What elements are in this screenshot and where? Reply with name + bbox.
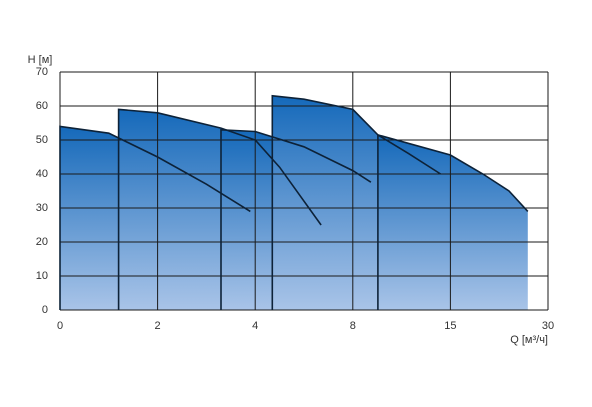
- curve: [59, 125, 251, 310]
- y-tick-label: 70: [36, 66, 48, 78]
- y-axis-label: H [м]: [28, 54, 53, 66]
- y-tick-label: 30: [36, 202, 48, 214]
- area: [377, 134, 528, 310]
- curve: [117, 108, 322, 310]
- y-tick-label: 20: [36, 236, 48, 248]
- x-tick-label: 30: [542, 320, 554, 332]
- y-tick-label: 10: [36, 270, 48, 282]
- curve: [220, 128, 372, 310]
- x-tick-label: 2: [155, 320, 161, 332]
- x-tick-label: 4: [252, 320, 258, 332]
- y-tick-label: 40: [36, 168, 48, 180]
- y-tick-label: 60: [36, 100, 48, 112]
- x-tick-label: 0: [57, 320, 63, 332]
- x-axis-label: Q [м³/ч]: [510, 334, 548, 346]
- curve: [377, 133, 529, 310]
- y-tick-label: 0: [42, 304, 48, 316]
- y-tick-label: 50: [36, 134, 48, 146]
- curve: [271, 94, 442, 310]
- x-tick-label: 15: [444, 320, 456, 332]
- x-tick-label: 8: [350, 320, 356, 332]
